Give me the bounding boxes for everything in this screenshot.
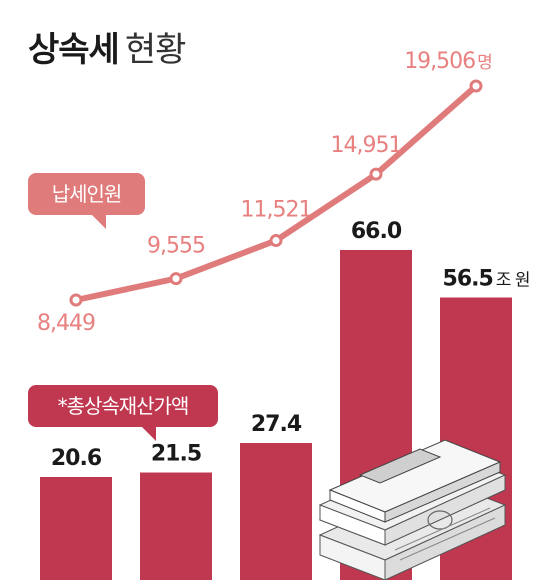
legend-callout-line-text: 납세인원 [52,182,122,206]
title-sub: 현황 [124,30,187,70]
line-unit-label: 명 [477,53,492,73]
chart-title: 상속세 현황 [28,22,187,71]
line-value-label-3: 11,521 [241,198,312,223]
legend-callout-bar-text: *총상속재산가액 [58,394,189,418]
line-layer: 8,449 9,555 11,521 14,951 19,506 명 [37,49,493,336]
bar-value-label-1: 20.6 [51,446,102,471]
line-point-5 [469,79,483,93]
bar-value-label-3: 27.4 [251,412,302,437]
money-stack-icon [318,439,507,580]
bar-value-label-5: 56.5 조 원 [443,267,530,292]
line-value-label-5: 19,506 명 [404,49,492,74]
line-point-4 [369,167,383,181]
bar-3 [240,443,312,580]
callouts-layer: 납세인원 *총상속재산가액 [28,173,218,441]
bar-value-label-2: 21.5 [151,442,201,467]
bars-layer: 20.6 21.5 27.4 66.0 56.5 조 원 [40,219,530,580]
line-point-3 [269,234,283,248]
line-point-2 [169,272,183,286]
line-value-label-1: 8,449 [37,311,95,336]
line-point-1 [69,293,83,307]
line-value-label-4: 14,951 [331,133,402,158]
bar-value-label-4: 66.0 [351,219,402,244]
bar-unit-label: 조 원 [496,271,530,291]
bar-1 [40,477,112,580]
bar-2 [140,472,212,580]
title-main: 상속세 [28,30,120,70]
line-value-label-2: 9,555 [147,234,205,259]
legend-callout-line: 납세인원 [28,173,145,229]
legend-callout-bar: *총상속재산가액 [28,385,218,441]
